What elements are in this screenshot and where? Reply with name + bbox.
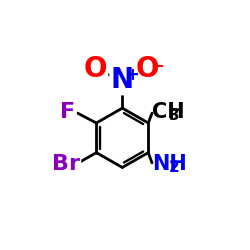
Text: O: O bbox=[136, 56, 159, 84]
Text: −: − bbox=[150, 56, 164, 74]
Text: O: O bbox=[84, 56, 107, 84]
Text: 3: 3 bbox=[169, 108, 179, 123]
Text: N: N bbox=[111, 66, 134, 94]
Text: CH: CH bbox=[152, 102, 185, 122]
Text: +: + bbox=[125, 66, 139, 84]
Text: NH: NH bbox=[152, 154, 187, 174]
Text: 2: 2 bbox=[169, 160, 179, 175]
Text: F: F bbox=[60, 102, 76, 122]
Text: Br: Br bbox=[52, 154, 80, 174]
